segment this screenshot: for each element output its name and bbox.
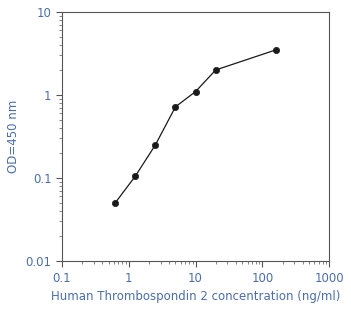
X-axis label: Human Thrombospondin 2 concentration (ng/ml): Human Thrombospondin 2 concentration (ng… — [51, 290, 340, 303]
Y-axis label: OD=450 nm: OD=450 nm — [7, 100, 20, 173]
